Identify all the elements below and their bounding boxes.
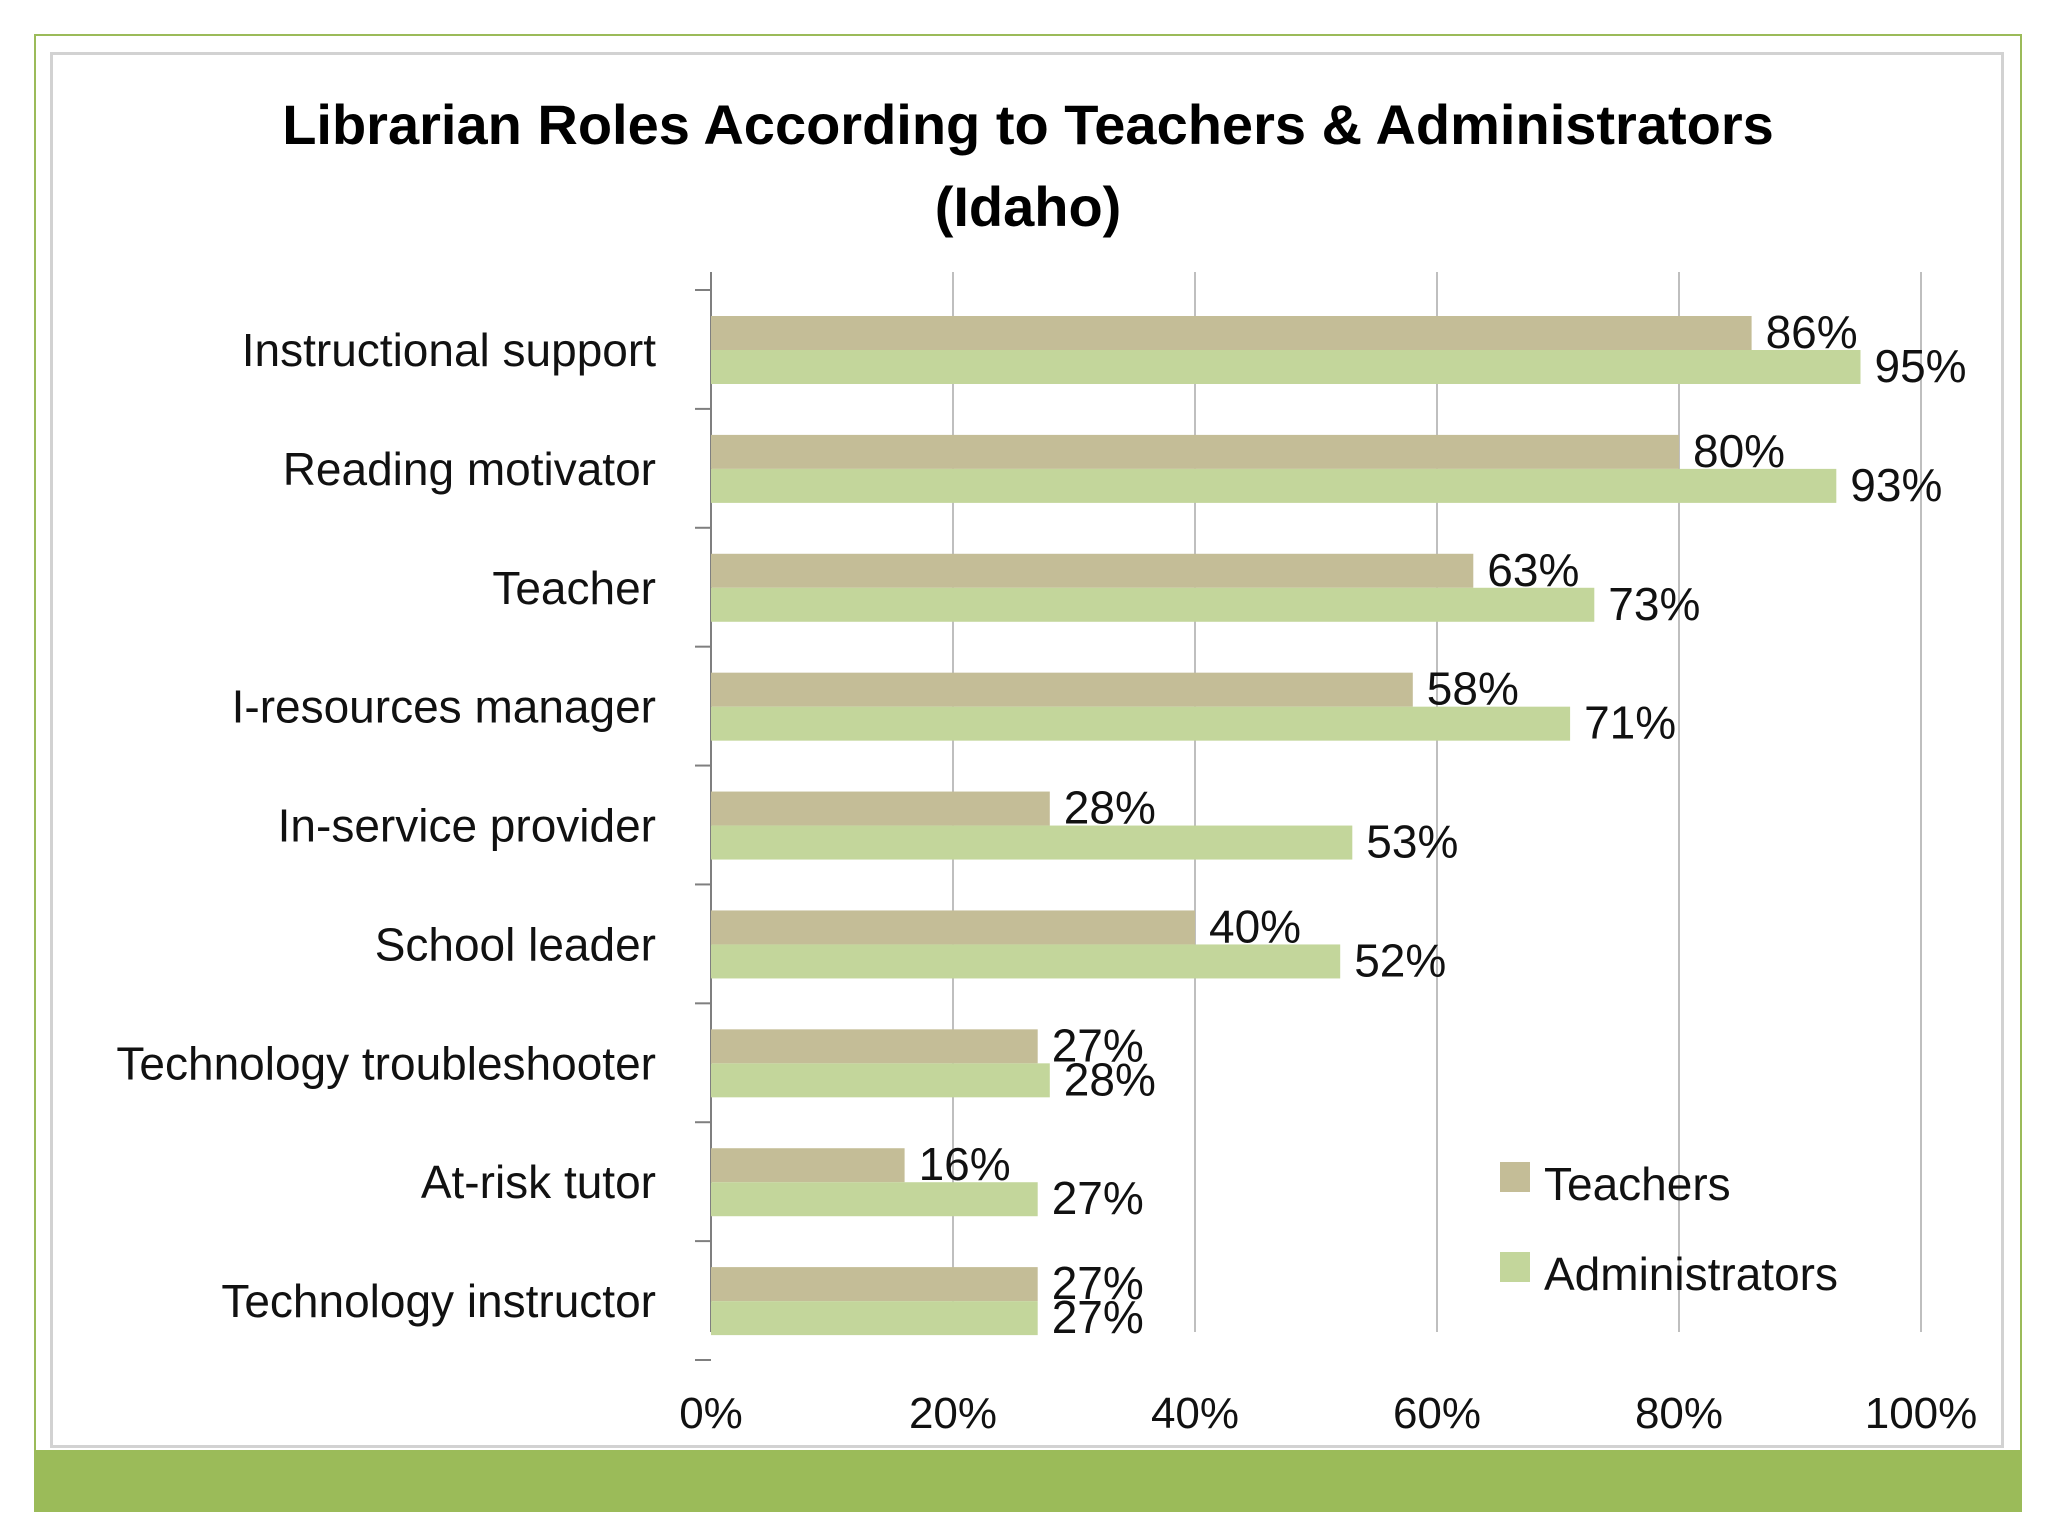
bar-teachers-8 — [711, 1267, 1038, 1302]
data-label-teachers-4: 28% — [1064, 782, 1156, 834]
data-label-administrators-6: 28% — [1064, 1053, 1156, 1105]
data-label-teachers-3: 58% — [1427, 663, 1519, 715]
chart-subtitle: (Idaho) — [935, 175, 1122, 238]
category-label-5: School leader — [375, 918, 656, 970]
bar-administrators-2 — [711, 587, 1595, 622]
x-tick-label-20: 20% — [909, 1389, 997, 1438]
bar-teachers-6 — [711, 1029, 1038, 1064]
data-label-teachers-1: 80% — [1693, 425, 1785, 477]
data-label-teachers-8: 27% — [1052, 1257, 1144, 1309]
bar-administrators-3 — [711, 706, 1571, 741]
bar-teachers-0 — [711, 316, 1752, 350]
data-label-administrators-8: 27% — [1052, 1291, 1144, 1343]
bar-teachers-2 — [711, 553, 1474, 588]
category-label-8: Technology instructor — [221, 1275, 656, 1327]
bar-teachers-4 — [711, 791, 1050, 826]
category-label-4: In-service provider — [278, 800, 656, 852]
x-tick-label-80: 80% — [1635, 1389, 1723, 1438]
footer-band — [34, 1450, 2022, 1512]
data-label-administrators-1: 93% — [1850, 459, 1942, 511]
bar-administrators-7 — [711, 1182, 1038, 1217]
bar-administrators-4 — [711, 825, 1353, 860]
legend: Teachers Administrators — [1500, 1158, 1838, 1300]
bar-administrators-6 — [711, 1063, 1050, 1098]
data-label-administrators-4: 53% — [1366, 816, 1458, 868]
x-tick-label-40: 40% — [1151, 1389, 1239, 1438]
data-label-teachers-2: 63% — [1487, 544, 1579, 596]
category-label-1: Reading motivator — [283, 443, 656, 495]
bar-administrators-8 — [711, 1301, 1038, 1336]
legend-swatch-teachers — [1500, 1162, 1530, 1192]
bars — [711, 316, 1861, 1336]
category-labels: Instructional support Reading motivator Te… — [116, 324, 656, 1327]
category-label-3: I-resources manager — [232, 681, 656, 733]
data-label-teachers-6: 27% — [1052, 1019, 1144, 1071]
bar-teachers-1 — [711, 434, 1679, 469]
legend-label-administrators: Administrators — [1544, 1248, 1838, 1300]
category-label-7: At-risk tutor — [421, 1156, 656, 1208]
chart-title: Librarian Roles According to Teachers & … — [282, 93, 1774, 156]
x-tick-label-0: 0% — [679, 1389, 743, 1438]
category-label-2: Teacher — [492, 562, 656, 614]
data-label-administrators-5: 52% — [1354, 934, 1446, 986]
data-label-administrators-3: 71% — [1584, 697, 1676, 749]
bar-administrators-5 — [711, 944, 1341, 979]
data-labels: 86%95%80%93%63%73%58%71%28%53%40%52%27%2… — [919, 306, 1967, 1343]
data-label-administrators-7: 27% — [1052, 1172, 1144, 1224]
legend-swatch-administrators — [1500, 1252, 1530, 1282]
category-label-0: Instructional support — [242, 324, 656, 376]
bar-administrators-1 — [711, 468, 1837, 503]
x-tick-label-60: 60% — [1393, 1389, 1481, 1438]
bar-teachers-5 — [711, 910, 1195, 945]
data-label-teachers-0: 86% — [1766, 306, 1858, 358]
legend-label-teachers: Teachers — [1544, 1158, 1731, 1210]
data-label-teachers-7: 16% — [919, 1138, 1011, 1190]
category-label-6: Technology troubleshooter — [116, 1037, 656, 1089]
bar-teachers-3 — [711, 672, 1413, 707]
data-label-administrators-2: 73% — [1608, 578, 1700, 630]
x-axis-ticks: 0% 20% 40% 60% 80% 100% — [679, 1389, 1977, 1438]
bar-teachers-7 — [711, 1148, 905, 1183]
bar-administrators-0 — [711, 350, 1861, 384]
data-label-teachers-5: 40% — [1209, 900, 1301, 952]
data-label-administrators-0: 95% — [1875, 340, 1967, 392]
x-tick-label-100: 100% — [1865, 1389, 1978, 1438]
